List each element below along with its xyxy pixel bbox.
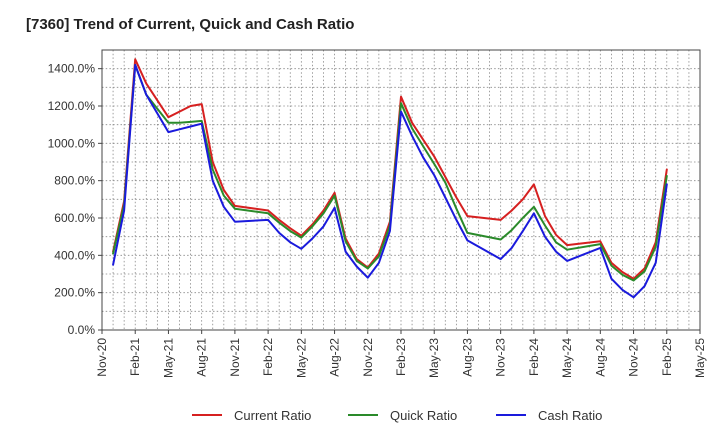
x-tick-label: Aug-23 [460,338,474,377]
x-tick-label: Nov-22 [361,338,375,377]
x-tick-label: Feb-23 [394,338,408,376]
x-tick-label: May-22 [294,338,308,378]
legend-label-quick-ratio: Quick Ratio [390,408,457,423]
legend-label-cash-ratio: Cash Ratio [538,408,602,423]
series-lines [112,58,668,299]
x-tick-label: May-24 [560,338,574,378]
x-tick-label: Aug-24 [593,338,607,377]
chart-title: [7360] Trend of Current, Quick and Cash … [26,16,354,33]
x-tick-label: Feb-21 [128,338,142,376]
legend: Current Ratio Quick Ratio Cash Ratio [192,408,602,423]
y-tick-label: 1000.0% [48,136,96,150]
x-tick-label: Nov-20 [95,338,109,377]
series-line-current-ratio [112,58,668,280]
y-tick-label: 800.0% [54,174,95,188]
x-tick-label: Feb-24 [527,338,541,376]
y-tick-label: 1400.0% [48,62,96,76]
x-tick-label: Nov-23 [494,338,508,377]
y-tick-label: 200.0% [54,286,95,300]
x-tick-label: Aug-21 [195,338,209,377]
y-tick-label: 600.0% [54,211,95,225]
x-tick-label: Feb-22 [261,338,275,376]
x-axis-ticks: Nov-20 Feb-21 May-21 Aug-21 Nov-21 Feb-22 May-… [95,330,707,378]
y-tick-label: 0.0% [68,323,96,337]
y-tick-label: 400.0% [54,248,95,262]
x-tick-label: Nov-21 [228,338,242,377]
legend-label-current-ratio: Current Ratio [234,408,311,423]
x-tick-label: May-23 [427,338,441,378]
x-tick-label: May-21 [161,338,175,378]
x-tick-label: Feb-25 [660,338,674,376]
series-line-cash-ratio [112,63,668,299]
x-tick-label: Nov-24 [627,338,641,377]
x-tick-label: Aug-22 [328,338,342,377]
y-axis-ticks: 0.0% 200.0% 400.0% 600.0% 800.0% 1000.0% 1200.… [48,62,102,337]
x-tick-label: May-25 [693,338,707,378]
gridlines [102,50,700,330]
y-tick-label: 1200.0% [48,99,96,113]
